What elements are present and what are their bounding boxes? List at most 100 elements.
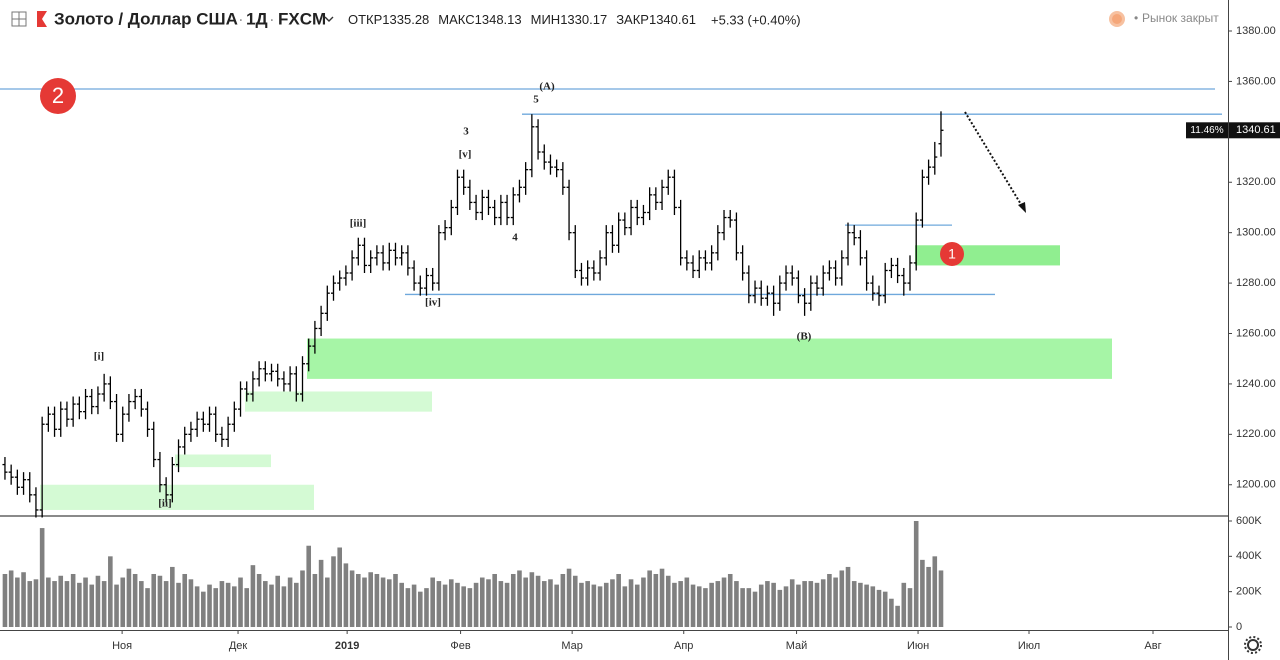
volume-bar	[789, 579, 795, 627]
volume-bar	[467, 588, 473, 627]
volume-bar	[411, 584, 417, 627]
volume-bar	[715, 581, 721, 627]
volume-bar	[250, 565, 256, 627]
volume-bar	[566, 568, 572, 627]
volume-bar	[665, 575, 671, 627]
volume-bar	[232, 586, 237, 627]
volume-bar	[802, 581, 807, 627]
volume-bar	[827, 573, 832, 627]
volume-bar	[703, 588, 708, 627]
volume-bar	[77, 582, 82, 627]
volume-bar	[15, 577, 20, 627]
zone	[307, 338, 1112, 379]
volume-bar	[752, 591, 758, 627]
volume-bar	[256, 573, 262, 627]
wave-label: [iv]	[425, 297, 441, 309]
volume-bar	[306, 545, 312, 627]
dropdown-caret[interactable]	[324, 16, 334, 22]
volume-bar	[913, 520, 919, 627]
volume-bar	[492, 573, 497, 627]
ohlc-field: МИН1330.17	[531, 12, 608, 27]
volume-bar	[523, 577, 528, 627]
volume-bar	[331, 556, 336, 627]
wave-label: (B)	[797, 331, 812, 343]
volume-bar	[833, 577, 838, 627]
symbol-name[interactable]: Золото / Доллар США	[54, 9, 238, 28]
volume-bar	[603, 582, 609, 627]
volume-bar	[281, 586, 287, 627]
volume-bar	[417, 591, 423, 627]
volume-bar	[393, 573, 398, 627]
volume-bar	[225, 582, 231, 627]
volume-bar	[610, 579, 615, 627]
volume-bar	[932, 556, 938, 627]
volume-bar	[641, 577, 646, 627]
marker-badge	[940, 242, 964, 266]
volume-bar	[690, 584, 696, 627]
volume-bar	[238, 577, 243, 627]
volume-bar	[386, 579, 392, 627]
change: +5.33 (+0.40%)	[711, 12, 801, 27]
zone	[40, 484, 314, 510]
volume-bar	[746, 588, 752, 627]
exchange[interactable]: FXCM	[278, 9, 326, 28]
volume-bar	[461, 586, 466, 627]
wave-label: [v]	[459, 149, 472, 161]
volume-bar	[926, 566, 931, 627]
volume-bar	[634, 584, 640, 627]
y-tick-label: 1320.00	[1236, 176, 1276, 188]
volume-bar	[442, 584, 448, 627]
change-tag	[1186, 122, 1228, 139]
volume-bar	[510, 573, 516, 627]
volume-bar	[343, 563, 349, 627]
separator: ·	[269, 9, 275, 28]
symbol-flag	[37, 11, 47, 27]
volume-bar	[337, 547, 342, 627]
volume-bar	[27, 581, 33, 627]
volume-bar	[157, 575, 163, 627]
volume-bar	[901, 582, 907, 627]
volume-bar	[8, 570, 14, 627]
volume-bar	[882, 591, 888, 627]
settings-gear[interactable]	[1244, 636, 1262, 654]
price-tag	[1229, 122, 1280, 139]
volume-bar	[64, 581, 70, 627]
volume-bar	[814, 582, 820, 627]
volume-bar	[312, 573, 318, 627]
market-status: Рынок закрыт	[1142, 11, 1219, 25]
x-tick-label: Авг	[1144, 640, 1161, 652]
volume-bar	[572, 575, 578, 627]
x-tick-label: Апр	[674, 640, 693, 652]
volume-bar	[436, 581, 442, 627]
volume-tick-label: 600K	[1236, 515, 1262, 527]
interval[interactable]: 1Д	[246, 9, 268, 28]
volume-bar	[101, 581, 107, 627]
status-dot-inner	[1112, 14, 1122, 24]
wave-label: 4	[512, 232, 518, 244]
gear-icon[interactable]	[1247, 639, 1259, 651]
volume-bar	[201, 591, 206, 627]
y-tick-label: 1200.00	[1236, 479, 1276, 491]
y-tick-label: 1380.00	[1236, 25, 1276, 37]
volume-bar	[114, 584, 119, 627]
volume-bar	[126, 568, 132, 627]
volume-bar	[845, 566, 851, 627]
volume-bar	[895, 605, 900, 627]
y-tick-label: 1360.00	[1236, 75, 1276, 87]
volume-bar	[349, 570, 355, 627]
ohlc-value: 1348.13	[475, 12, 522, 27]
volume-bar	[368, 572, 373, 627]
y-tick-label: 1280.00	[1236, 277, 1276, 289]
volume-bar	[765, 581, 770, 627]
volume-bar	[579, 582, 584, 627]
volume-bar	[498, 581, 504, 627]
volume-bar	[864, 584, 869, 627]
ohlc-label: МАКС	[438, 12, 474, 27]
volume-bar	[938, 570, 944, 627]
change-tag-label: 11.46%	[1190, 125, 1223, 136]
toolbar-icon[interactable]	[11, 11, 27, 27]
volume-bar	[858, 582, 863, 627]
volume-bar	[721, 577, 727, 627]
x-tick-label: 2019	[335, 640, 359, 652]
